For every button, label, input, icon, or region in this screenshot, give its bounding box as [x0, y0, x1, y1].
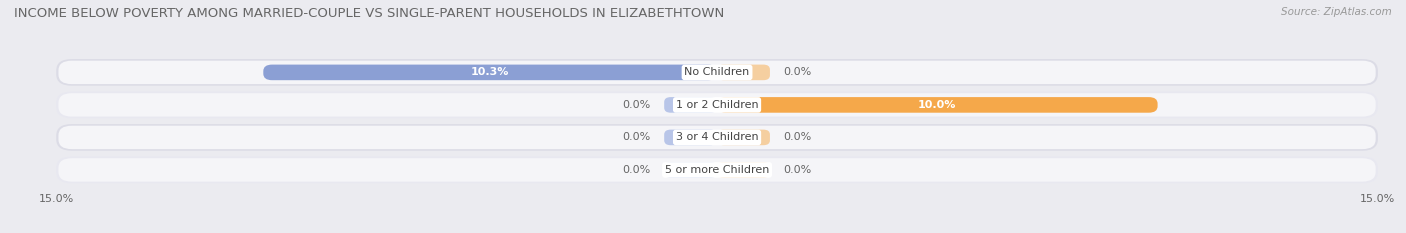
Text: INCOME BELOW POVERTY AMONG MARRIED-COUPLE VS SINGLE-PARENT HOUSEHOLDS IN ELIZABE: INCOME BELOW POVERTY AMONG MARRIED-COUPL…	[14, 7, 724, 20]
FancyBboxPatch shape	[59, 158, 1375, 182]
FancyBboxPatch shape	[717, 162, 770, 178]
Text: 10.3%: 10.3%	[471, 67, 509, 77]
FancyBboxPatch shape	[717, 97, 1157, 113]
FancyBboxPatch shape	[664, 130, 717, 145]
FancyBboxPatch shape	[56, 59, 1378, 86]
FancyBboxPatch shape	[56, 92, 1378, 118]
FancyBboxPatch shape	[56, 157, 1378, 183]
FancyBboxPatch shape	[59, 126, 1375, 149]
Text: 0.0%: 0.0%	[783, 67, 811, 77]
Text: 0.0%: 0.0%	[623, 132, 651, 142]
FancyBboxPatch shape	[263, 65, 717, 80]
FancyBboxPatch shape	[717, 130, 770, 145]
FancyBboxPatch shape	[56, 124, 1378, 151]
Text: 5 or more Children: 5 or more Children	[665, 165, 769, 175]
Text: Source: ZipAtlas.com: Source: ZipAtlas.com	[1281, 7, 1392, 17]
Text: 3 or 4 Children: 3 or 4 Children	[676, 132, 758, 142]
FancyBboxPatch shape	[59, 93, 1375, 116]
FancyBboxPatch shape	[59, 61, 1375, 84]
FancyBboxPatch shape	[664, 162, 717, 178]
Text: No Children: No Children	[685, 67, 749, 77]
Text: 1 or 2 Children: 1 or 2 Children	[676, 100, 758, 110]
Text: 0.0%: 0.0%	[623, 165, 651, 175]
FancyBboxPatch shape	[664, 97, 717, 113]
FancyBboxPatch shape	[717, 65, 770, 80]
Text: 0.0%: 0.0%	[623, 100, 651, 110]
Text: 0.0%: 0.0%	[783, 132, 811, 142]
Text: 0.0%: 0.0%	[783, 165, 811, 175]
Text: 10.0%: 10.0%	[918, 100, 956, 110]
